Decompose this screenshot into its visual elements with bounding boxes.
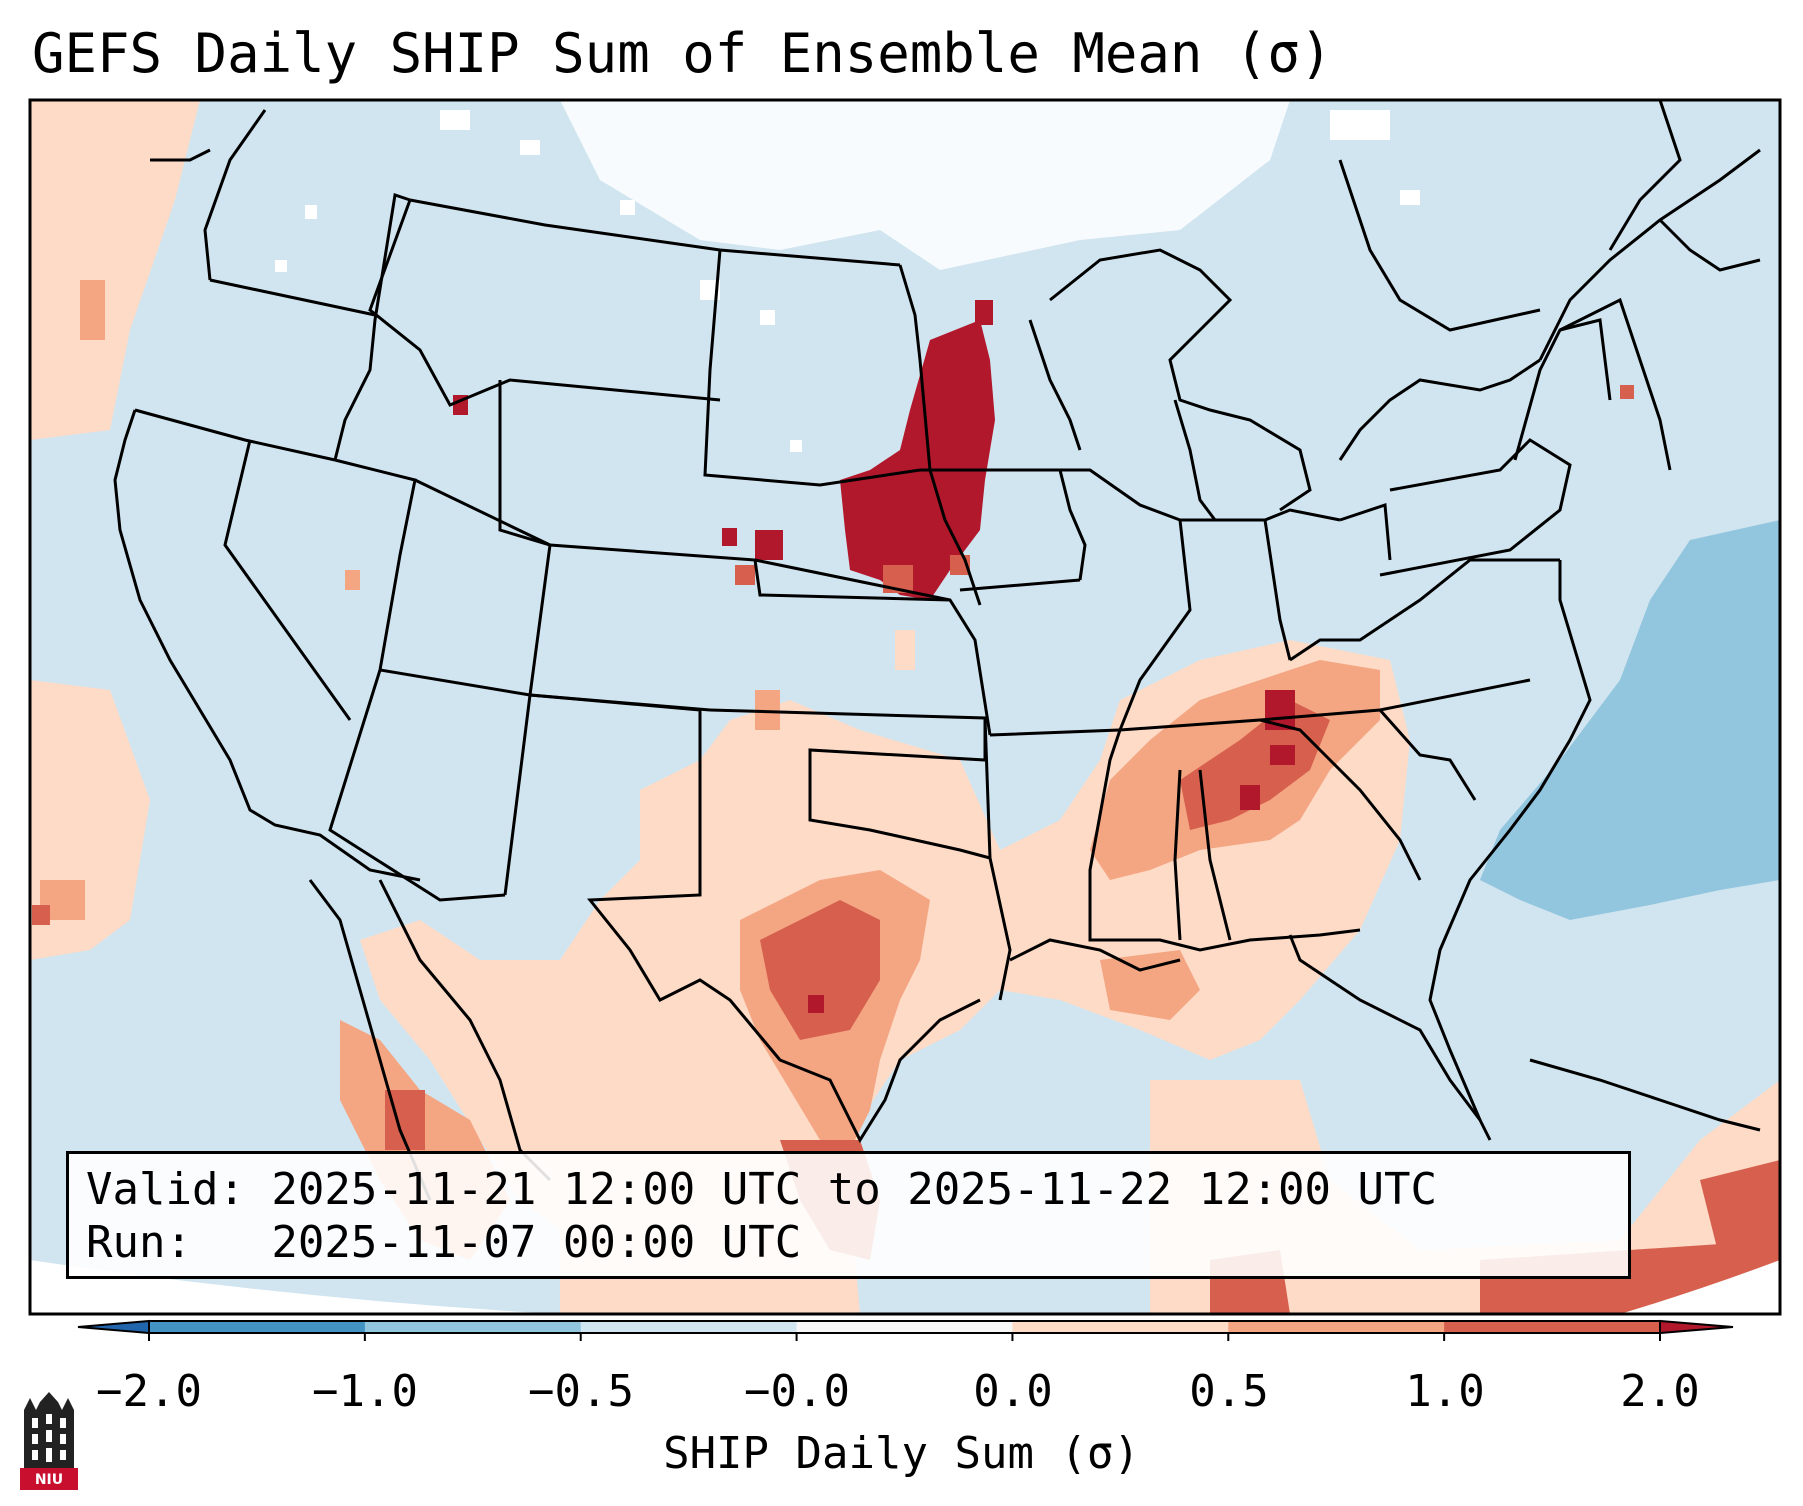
castle-icon	[20, 1392, 78, 1490]
colorbar-bin	[796, 1321, 1013, 1333]
colorbar-bin	[1012, 1321, 1229, 1333]
colorbar-extend-low	[77, 1319, 150, 1335]
colorbar-tick-label: −2.0	[96, 1366, 202, 1417]
colorbar-label: SHIP Daily Sum (σ)	[663, 1428, 1140, 1479]
colorbar-bin	[1228, 1321, 1445, 1333]
niu-logo: NIU	[20, 1390, 78, 1490]
valid-time-text: Valid: 2025-11-21 12:00 UTC to 2025-11-2…	[86, 1164, 1438, 1215]
colorbar-tick-label: −1.0	[312, 1366, 418, 1417]
field-western-atlantic-negative	[1480, 520, 1780, 920]
field-pacific-positive	[30, 100, 200, 440]
run-time-text: Run: 2025-11-07 00:00 UTC	[86, 1217, 802, 1268]
colorbar-tick-label: 0.5	[1189, 1366, 1269, 1417]
colorbar-frame	[148, 1320, 1661, 1334]
state-borders	[113, 100, 1761, 1201]
colorbar	[77, 1319, 1734, 1341]
colorbar-extend-high	[1659, 1319, 1734, 1335]
colorbar-tick-label: −0.0	[744, 1366, 850, 1417]
info-box: Valid: 2025-11-21 12:00 UTC to 2025-11-2…	[66, 1151, 1631, 1279]
logo-text: NIU	[34, 1472, 64, 1488]
colorbar-bin	[1444, 1321, 1661, 1333]
colorbar-bin	[364, 1321, 582, 1333]
colorbar-tick-label: 0.0	[973, 1366, 1053, 1417]
colorbar-bin	[580, 1321, 798, 1333]
field-scatter-neutral	[275, 110, 1420, 452]
field-canada-neutral	[560, 100, 1290, 270]
colorbar-tick-label: 2.0	[1620, 1366, 1700, 1417]
colorbar-tick-label: −0.5	[528, 1366, 634, 1417]
field-northern-plains-max	[840, 320, 995, 600]
chart-title: GEFS Daily SHIP Sum of Ensemble Mean (σ)	[32, 22, 1333, 85]
colorbar-bin	[149, 1321, 366, 1333]
map-frame	[28, 98, 1782, 1316]
colorbar-tick-label: 1.0	[1405, 1366, 1485, 1417]
